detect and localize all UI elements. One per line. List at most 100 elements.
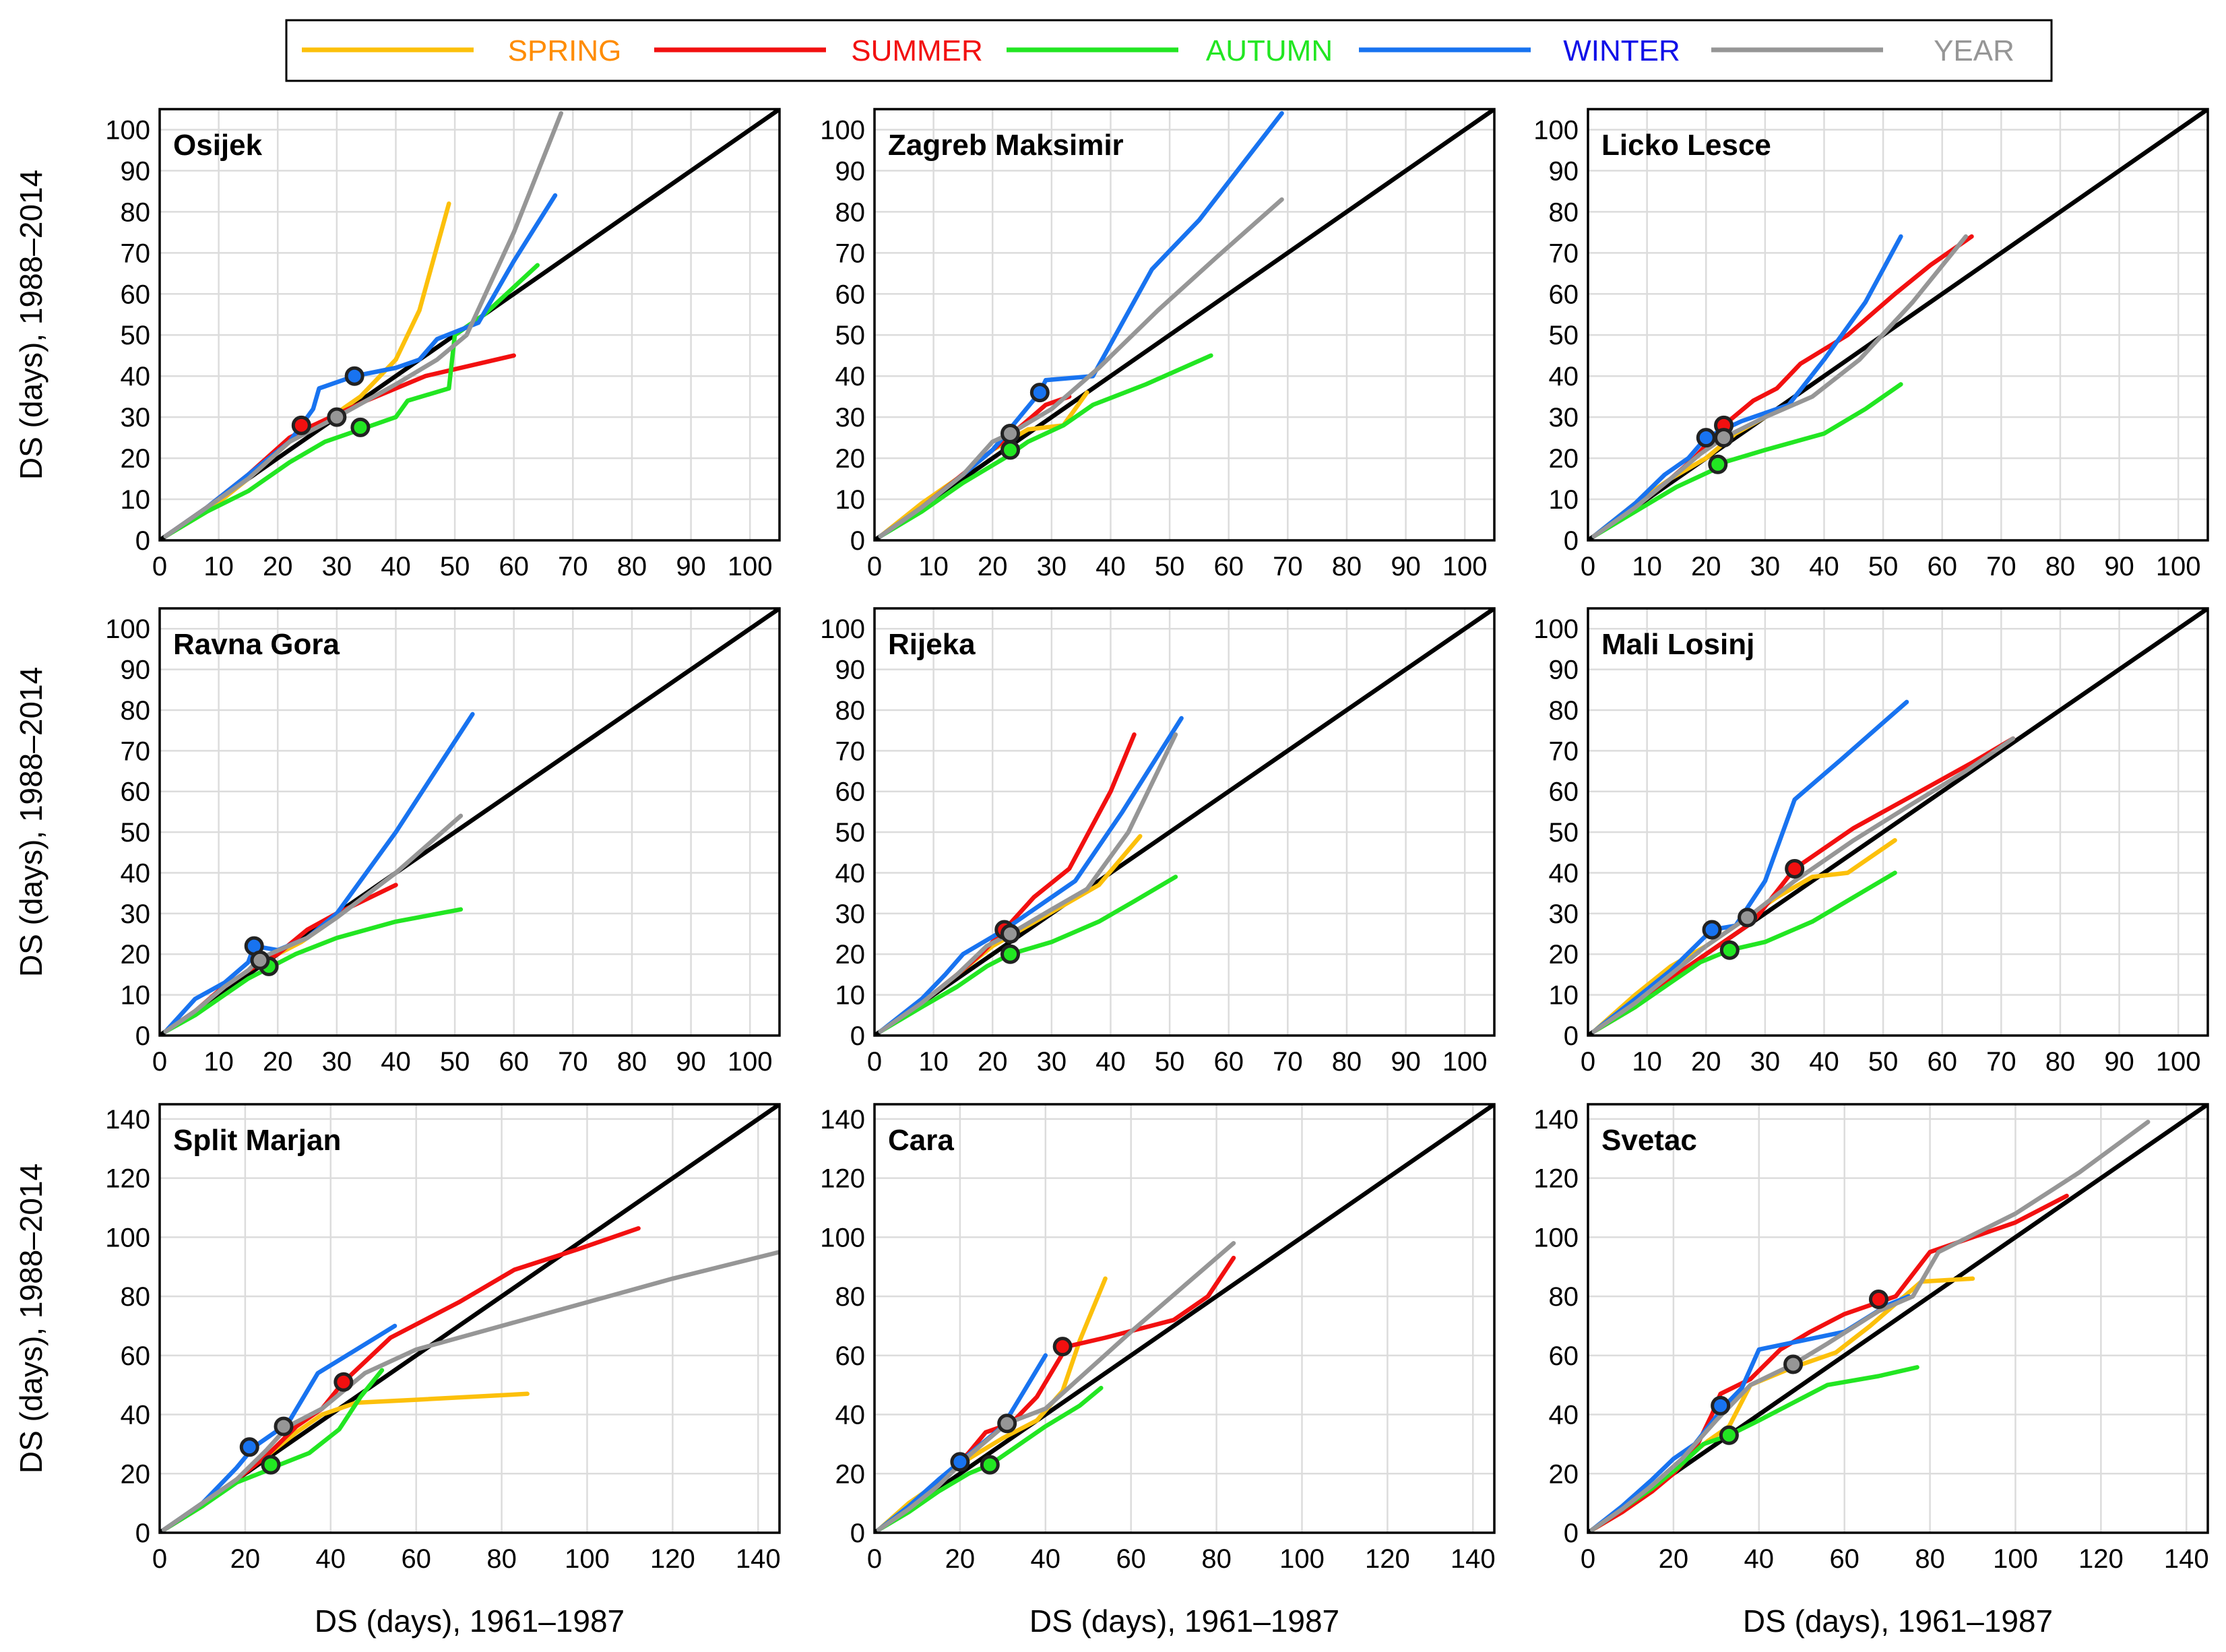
panels: 0 10 20 30 40 50 60 70 80 90 100010203040506070809… (13, 108, 2209, 1639)
y-tick-label: 90 (835, 156, 866, 186)
x-tick-label: 20 (263, 552, 293, 581)
median-marker-summer (333, 1372, 354, 1392)
x-tick-label: 100 (728, 1047, 773, 1077)
x-tick-label: 60 (499, 552, 529, 581)
x-tick-label: 100 (1279, 1544, 1325, 1574)
series-line-autumn (1590, 1365, 1919, 1532)
median-marker-winter (239, 1437, 259, 1457)
y-tick-label: 70 (835, 239, 866, 268)
plot-area (874, 608, 1494, 1036)
legend-label-summer: SUMMER (851, 34, 983, 67)
y-tick-label: 30 (121, 403, 151, 433)
x-tick-label: 80 (617, 1047, 647, 1077)
y-tick-label: 100 (1533, 115, 1579, 145)
y-tick-label: 80 (1549, 197, 1579, 227)
y-tick-label: 100 (105, 115, 150, 145)
y-tick-label: 20 (1549, 1459, 1579, 1489)
x-tick-label: 80 (1332, 1047, 1362, 1077)
x-tick-label: 20 (1691, 552, 1721, 581)
panel-svetac: 0 20 40 60 80 100 120 140 0 20 40 60 80 100 120 140 Svet… (1533, 1103, 2209, 1639)
identity-line (1588, 109, 2208, 540)
y-tick-label: 100 (820, 115, 865, 145)
x-tick-label: 80 (2045, 552, 2076, 581)
y-tick-label: 10 (835, 981, 866, 1011)
y-tick-label: 70 (1549, 736, 1579, 766)
y-tick-label: 80 (121, 197, 151, 227)
median-marker-autumn (1708, 454, 1728, 474)
median-marker-autumn (1719, 940, 1740, 960)
x-tick-label: 10 (918, 1047, 949, 1077)
x-tick-label: 30 (322, 552, 352, 581)
y-tick-label: 30 (835, 403, 866, 433)
x-tick-label: 90 (2104, 552, 2134, 581)
y-tick-label: 40 (121, 858, 151, 888)
y-tick-label: 100 (820, 1223, 865, 1252)
x-tick-label: 60 (1213, 1047, 1244, 1077)
x-tick-label: 60 (401, 1544, 431, 1574)
median-marker-winter (1702, 920, 1722, 940)
series-line-year (877, 1240, 1236, 1532)
median-marker-year (1714, 428, 1734, 448)
axes-frame (873, 607, 1496, 1037)
x-tick-label: 40 (1095, 1047, 1126, 1077)
x-tick-label: 60 (1927, 552, 1957, 581)
y-tick-label: 40 (835, 858, 866, 888)
x-tick-label: 80 (2045, 1047, 2076, 1077)
y-tick-label: 40 (121, 362, 151, 391)
y-tick-label: 20 (835, 1459, 866, 1489)
y-tick-label: 120 (105, 1164, 150, 1194)
x-tick-label: 90 (2104, 1047, 2134, 1077)
median-marker-autumn (1000, 440, 1021, 460)
x-tick-label: 20 (978, 1047, 1008, 1077)
series-line-year (878, 197, 1284, 539)
y-tick-label: 80 (835, 696, 866, 726)
median-marker-autumn (980, 1455, 1000, 1475)
median-marker-year (327, 407, 347, 427)
x-tick-label: 90 (676, 552, 706, 581)
x-tick-label: 80 (1915, 1544, 1945, 1574)
x-tick-label: 100 (1442, 1047, 1488, 1077)
series-line-winter (878, 110, 1284, 539)
axes-frame (158, 1103, 781, 1534)
median-marker-summer (291, 415, 311, 435)
panel-rijeka: 0 10 20 30 40 50 60 70 80 90 100 0 10 20 30 40 50 60 70 80 9… (820, 607, 1496, 1077)
y-tick-label: 70 (121, 239, 151, 268)
x-tick-label: 60 (499, 1047, 529, 1077)
x-tick-label: 10 (1632, 552, 1662, 581)
x-tick-label: 40 (316, 1544, 346, 1574)
x-tick-label: 70 (1273, 1047, 1303, 1077)
x-tick-label: 100 (565, 1544, 610, 1574)
y-tick-label: 70 (121, 736, 151, 766)
y-tick-label: 30 (835, 899, 866, 929)
y-tick-label: 80 (1549, 1282, 1579, 1312)
y-tick-label: 20 (121, 940, 151, 970)
x-tick-label: 10 (203, 1047, 234, 1077)
y-tick-label: 120 (820, 1164, 865, 1194)
legend: SPRING SUMMER AUTUMN WINTER YEAR (285, 19, 2053, 82)
y-tick-label: 80 (121, 1282, 151, 1312)
grid (1588, 608, 2208, 1036)
x-tick-label: 70 (1986, 552, 2016, 581)
series-line-year (163, 813, 464, 1034)
legend-label-year: YEAR (1934, 34, 2014, 67)
x-tick-label: 100 (1993, 1544, 2038, 1574)
x-tick-label: 0 (1581, 552, 1595, 581)
x-tick-label: 40 (1809, 1047, 1839, 1077)
y-tick-label: 90 (121, 656, 151, 685)
x-tick-label: 50 (1868, 552, 1899, 581)
y-tick-label: 100 (105, 1223, 150, 1252)
y-tick-label: 20 (1549, 940, 1579, 970)
x-tick-label: 10 (203, 552, 234, 581)
x-tick-label: 20 (978, 552, 1008, 581)
y-tick-label: 40 (835, 1401, 866, 1430)
x-tick-label: 30 (1750, 1047, 1781, 1077)
x-axis-label: DS (days), 1961–1987 (1029, 1603, 1339, 1639)
series-line-year (163, 110, 564, 539)
axes-frame (158, 607, 781, 1037)
median-marker-autumn (261, 1455, 281, 1475)
y-tick-label: 30 (121, 899, 151, 929)
panel-split-marjan: 0 20 40 60 80 100 120 140 0 20 40 60 80 100 120 140 Spli… (13, 1103, 781, 1639)
panel-title: Rijeka (888, 628, 976, 661)
median-marker-year (250, 950, 270, 970)
y-tick-label: 40 (835, 362, 866, 391)
